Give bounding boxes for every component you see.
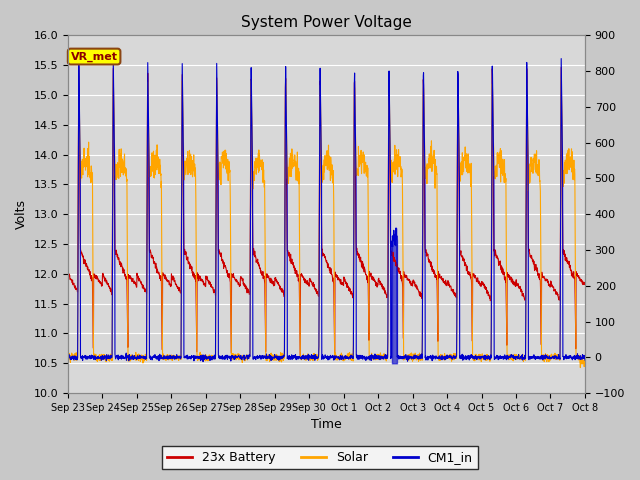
Text: VR_met: VR_met bbox=[70, 51, 118, 62]
Title: System Power Voltage: System Power Voltage bbox=[241, 15, 412, 30]
Y-axis label: Volts: Volts bbox=[15, 199, 28, 229]
X-axis label: Time: Time bbox=[311, 419, 342, 432]
Legend: 23x Battery, Solar, CM1_in: 23x Battery, Solar, CM1_in bbox=[163, 446, 477, 469]
